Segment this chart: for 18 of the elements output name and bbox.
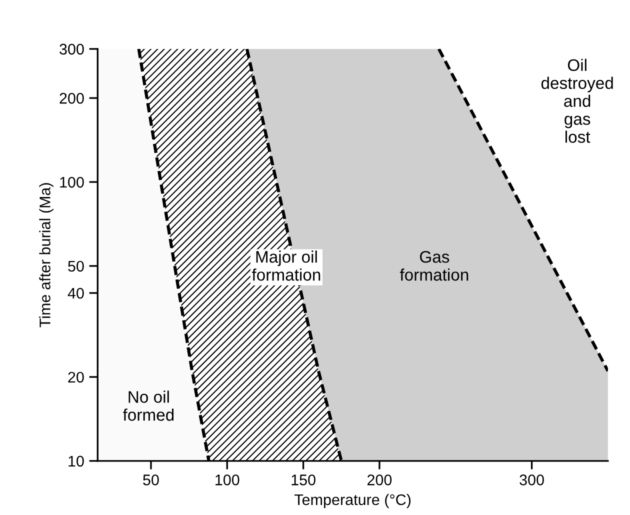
x-tick-label: 50 (143, 474, 159, 486)
x-tick-label: 150 (292, 474, 316, 486)
annotation: Oil destroyed and gas lost (541, 58, 613, 143)
x-tick-label: 200 (367, 474, 392, 486)
y-tick-label: 50 (68, 260, 84, 272)
annotation: Gas formation (400, 250, 468, 281)
y-tick-label: 40 (68, 288, 84, 299)
y-tick-label: 20 (68, 372, 84, 383)
x-axis-title: Temperature (°C) (294, 494, 411, 508)
y-tick-label: 10 (68, 456, 84, 467)
annotation: Major oil formation (252, 250, 320, 281)
y-axis-title: Time after burial (Ma) (39, 183, 54, 328)
y-tick-label: 300 (60, 44, 84, 55)
x-tick-label: 300 (520, 474, 544, 486)
x-tick-label: 100 (216, 474, 240, 486)
annotation: No oil formed (122, 390, 174, 421)
y-tick-label: 100 (60, 176, 84, 188)
y-tick-label: 200 (60, 92, 84, 104)
